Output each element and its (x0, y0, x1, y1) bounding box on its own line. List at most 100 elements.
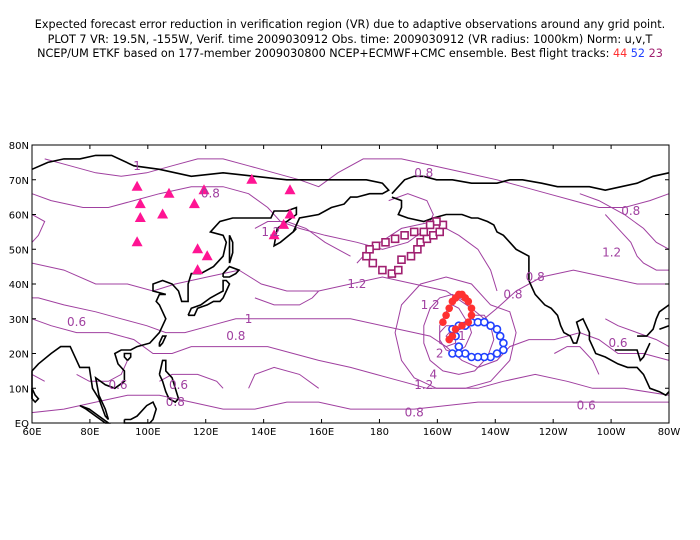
observation-triangle (192, 243, 204, 254)
track-44-point (439, 318, 447, 327)
track-52-point (492, 349, 502, 358)
coastline-segment (158, 335, 168, 348)
contour-label: 0.8 (503, 287, 522, 301)
track-44-point (445, 335, 454, 344)
contour-label: 1.2 (421, 298, 440, 312)
x-tick-label: 160E (309, 427, 334, 438)
track-23-point (393, 265, 403, 275)
track-44-point (464, 297, 473, 306)
contour-label: 0.6 (169, 378, 188, 392)
contour-line (31, 297, 670, 368)
contour-label: 1.2 (261, 225, 280, 239)
observation-triangle (278, 218, 290, 229)
track-23-point (362, 251, 371, 261)
contour-line (31, 207, 46, 244)
track-23-point (378, 265, 387, 275)
chart-header: Expected forecast error reduction in ver… (0, 18, 700, 62)
track-23-point (381, 238, 390, 247)
observation-triangle (131, 180, 143, 191)
coastline-segment (292, 227, 297, 233)
observation-triangle (198, 184, 210, 195)
contour-label: 0.8 (526, 270, 545, 284)
track-44-point (451, 325, 460, 334)
observation-triangle (284, 208, 296, 219)
coastline-segment (614, 342, 651, 362)
contour-label: 2 (436, 347, 444, 361)
track-label-44: 44 (612, 47, 628, 61)
track-23-point (435, 227, 445, 237)
header-line-1: Expected forecast error reduction in ver… (34, 18, 666, 31)
contour-line (31, 394, 669, 417)
track-23-point (419, 227, 429, 237)
track-44-point (445, 304, 454, 313)
contour-line (31, 318, 670, 396)
header-line-3-prefix: NCEP/UM ETKF based on 177-member 2009030… (37, 47, 610, 61)
x-tick-label: 180 (370, 427, 389, 438)
y-tick-label: 40N (9, 280, 29, 291)
coastline-segment (391, 196, 670, 397)
coastlines (31, 154, 670, 424)
contour-label: 0.6 (608, 336, 627, 350)
contour-line (394, 276, 517, 389)
x-tick-label: 60E (22, 427, 41, 438)
track-23-point (365, 245, 374, 254)
track-23-point (390, 234, 400, 244)
header-line-2: PLOT 7 VR: 19.5N, -155W, Verif. time 200… (47, 32, 653, 46)
observation-triangle (192, 264, 204, 275)
contour-label: 0.6 (108, 378, 127, 392)
track-44-point (467, 311, 476, 320)
coastline-segment (228, 234, 234, 264)
track-52-point (495, 331, 505, 341)
contour-line (579, 193, 670, 250)
observation-triangle (246, 173, 258, 184)
contour-line (604, 214, 669, 271)
track-44-point (442, 311, 450, 320)
contour-line (554, 346, 600, 375)
contour-label: 1 (245, 312, 253, 326)
contour-label: 0.8 (621, 204, 640, 218)
contour-line (254, 221, 351, 257)
observation-triangle (134, 198, 146, 209)
contour-label: 0.6 (67, 315, 86, 329)
coastline-segment (637, 304, 670, 337)
track-52-point (499, 338, 508, 348)
contour-line (248, 366, 319, 389)
coastline-segment (31, 387, 40, 404)
observation-triangle (188, 198, 200, 209)
track-44-point (467, 304, 476, 313)
observation-triangle (268, 229, 280, 240)
track-23-point (400, 231, 409, 240)
track-44-point (458, 321, 466, 330)
track-23-point (368, 258, 378, 268)
coastline-segment (659, 324, 670, 330)
y-tick-label: 10N (9, 384, 29, 395)
contour-label: 0.8 (201, 187, 220, 201)
contour-label: 0.8 (414, 166, 433, 180)
track-52-point (486, 321, 495, 331)
contour-label: 0.8 (405, 406, 424, 420)
x-tick-label: 120W (539, 427, 568, 438)
contour-label: 1.2 (347, 277, 366, 291)
contour-line (159, 373, 224, 389)
coastline-segment (222, 265, 241, 278)
coastline-segment (187, 279, 231, 317)
header-line-3: NCEP/UM ETKF based on 177-member 2009030… (0, 47, 700, 62)
x-tick-label: 120E (193, 427, 218, 438)
observation-triangle (284, 184, 296, 195)
track-23-point (406, 251, 416, 261)
observation-triangle (134, 212, 146, 222)
x-tick-label: 100E (135, 427, 160, 438)
track-23-point (425, 220, 435, 230)
track-23-point (397, 255, 406, 265)
contour-label: 0.6 (577, 399, 596, 413)
contour-label: 4 (429, 367, 437, 381)
y-tick-label: 80N (9, 141, 29, 152)
x-tick-label: 140W (481, 427, 510, 438)
coastline-segment (123, 352, 132, 361)
contour-label: 1 (133, 159, 141, 173)
coastline-segment (123, 400, 158, 424)
track-44-point (464, 318, 473, 327)
contour-line (44, 158, 670, 208)
track-52-point (454, 342, 464, 351)
observation-triangle (163, 187, 175, 198)
